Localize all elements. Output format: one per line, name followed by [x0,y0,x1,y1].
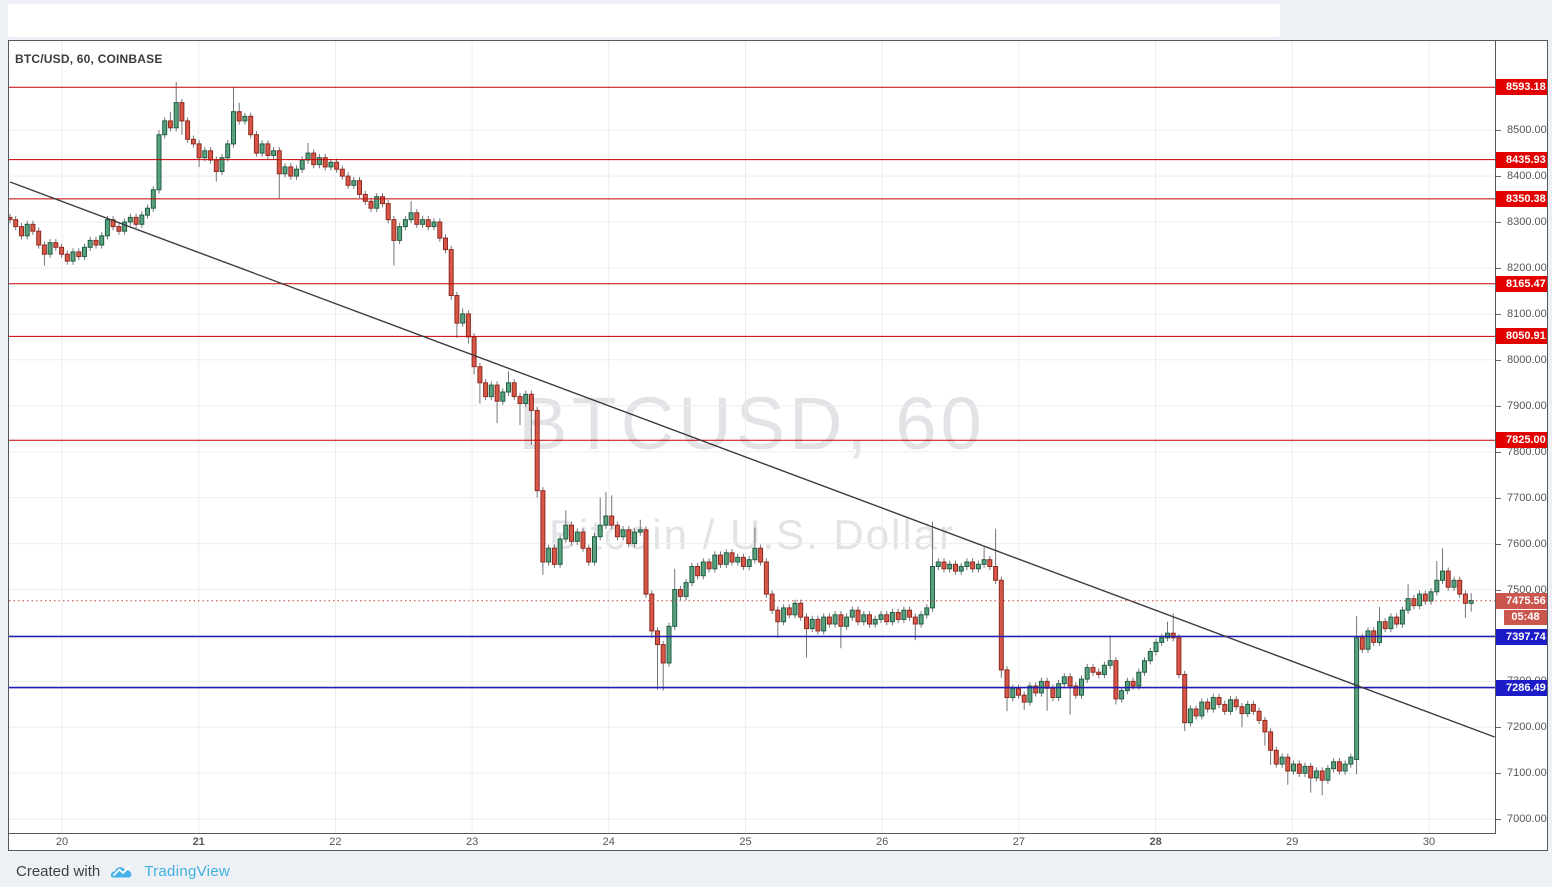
price-tick-label: 7900.00 [1496,399,1547,414]
support-price-label[interactable]: 7397.74 [1496,628,1547,645]
created-with-text: Created with [16,862,101,880]
price-tick-label: 7700.00 [1496,491,1547,506]
time-tick-label: 30 [1422,836,1436,848]
resistance-price-label[interactable]: 8165.47 [1496,275,1547,292]
price-tick-label: 7800.00 [1496,445,1547,460]
price-tick-label: 7500.00 [1496,583,1547,598]
time-tick-label: 25 [739,836,752,848]
resistance-price-label[interactable]: 8350.38 [1496,190,1547,207]
resistance-price-label[interactable]: 8435.93 [1496,151,1547,168]
support-price-label[interactable]: 7286.49 [1496,679,1547,696]
tradingview-logo-icon[interactable] [110,862,137,881]
price-tick-label: 8500.00 [1496,123,1547,138]
chart-plot-area[interactable]: BTCUSD, 60 Bitcoin / U.S. Dollar BTC/USD… [9,41,1496,834]
price-tick-label: 7100.00 [1496,766,1547,781]
candlestick-chart[interactable] [9,41,1495,833]
price-tick-label: 8100.00 [1496,307,1547,322]
price-tick-label: 8200.00 [1496,261,1547,276]
time-tick-label: 23 [465,836,479,848]
trendline[interactable] [9,181,1495,738]
price-tick-label: 7600.00 [1496,537,1547,552]
browser-address-bar[interactable] [8,4,1280,37]
price-tick-label: 7200.00 [1496,720,1547,735]
price-tick-label: 7000.00 [1496,812,1547,827]
attribution-footer: Created with TradingView [16,859,230,883]
time-axis[interactable]: 20 21 22 23 24 25 26 27 28 29 30 [9,834,1495,850]
price-tick-label: 8000.00 [1496,353,1547,368]
time-tick-label: 20 [55,836,69,848]
time-tick-label: 27 [1012,836,1026,848]
time-tick-label: 26 [876,836,889,848]
candles-series[interactable] [9,81,1474,796]
last-price-label[interactable]: 7475.56 [1496,592,1547,609]
time-tick-label: 29 [1286,836,1299,848]
time-tick-label: 22 [329,836,342,848]
resistance-price-label[interactable]: 8593.18 [1496,79,1547,96]
watermark-symbol: BTCUSD, 60 [518,382,986,465]
time-tick-label: 21 [192,836,205,848]
price-tick-label: 8300.00 [1496,215,1547,230]
resistance-price-label[interactable]: 8050.91 [1496,328,1547,345]
tradingview-brand[interactable]: TradingView [144,862,231,880]
chart-widget: BTCUSD, 60 Bitcoin / U.S. Dollar BTC/USD… [8,40,1548,851]
resistance-price-label[interactable]: 7825.00 [1496,432,1547,449]
price-tick-label: 8400.00 [1496,169,1547,184]
symbol-title: BTC/USD, 60, COINBASE [15,52,163,66]
time-tick-label: 24 [602,836,615,848]
price-axis[interactable]: 8500.00 8400.00 8300.00 8200.00 8100.00 8000.… [1496,41,1547,850]
bar-countdown-timer: 05:48 [1504,609,1547,625]
time-tick-label: 28 [1149,836,1162,848]
grid [9,41,1495,833]
